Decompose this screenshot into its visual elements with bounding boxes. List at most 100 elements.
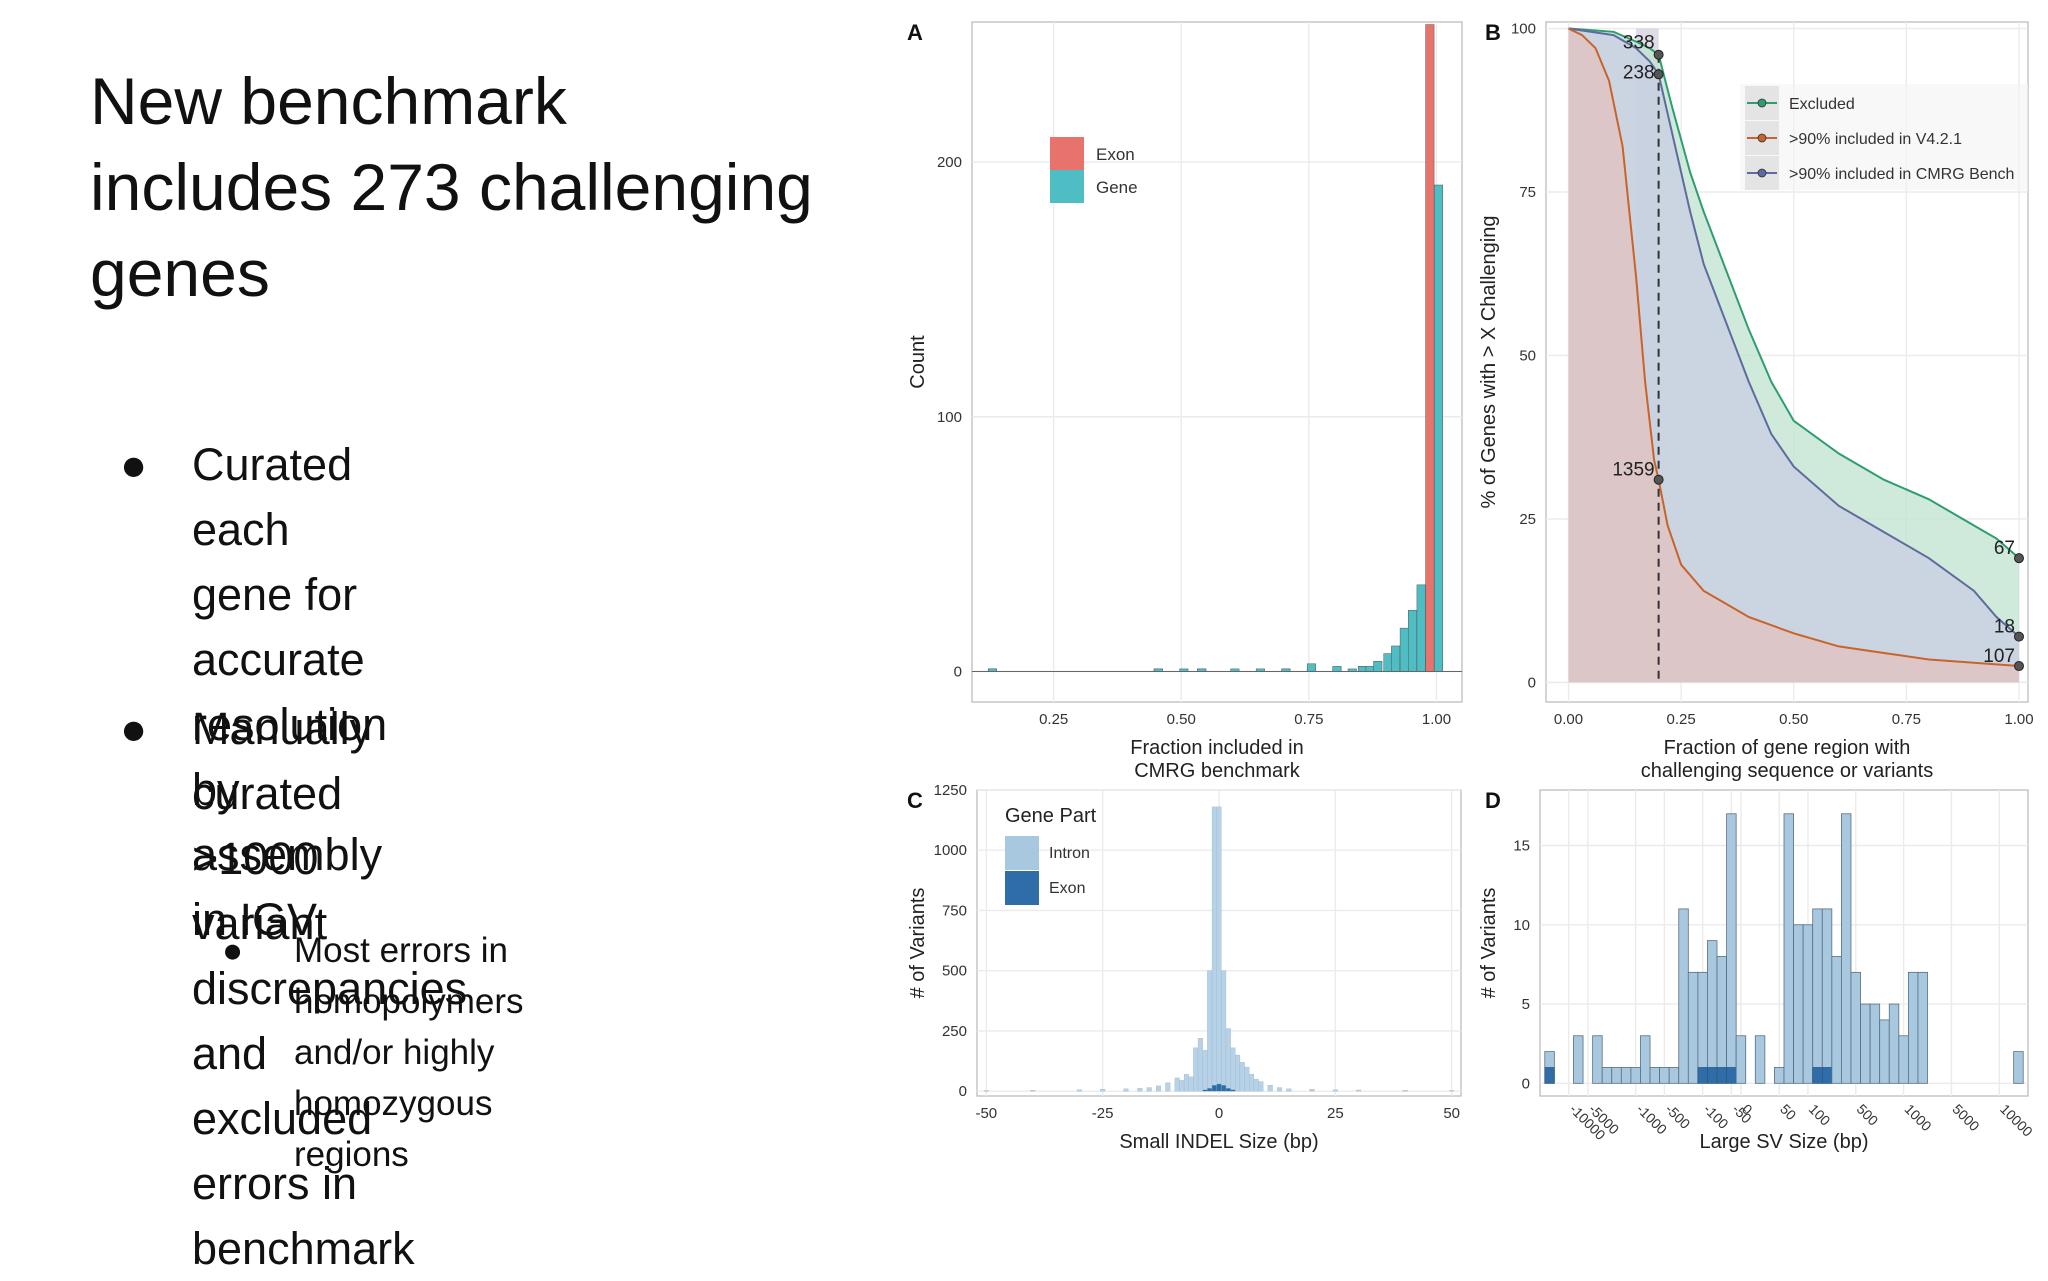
y-tick-label: 0 (1522, 1075, 1530, 1092)
bar (1802, 924, 1814, 1084)
bar (1202, 1089, 1208, 1092)
bar (1601, 1067, 1613, 1084)
x-axis-title: CMRG benchmark (1134, 760, 1301, 782)
series-area (1568, 28, 2019, 683)
bar (1659, 1067, 1670, 1084)
bar (1917, 971, 1928, 1084)
panel-letter: C (907, 788, 923, 813)
y-tick-label: 50 (1519, 347, 1536, 364)
bar (1286, 1088, 1292, 1092)
x-axis-title: Fraction included in (1130, 737, 1303, 759)
legend-swatch (1050, 170, 1084, 203)
sub-bullet-item: ● Most errors in homopolymers and/or hig… (222, 925, 524, 1180)
y-axis-title: Count (907, 335, 929, 389)
bar (1230, 1089, 1236, 1092)
bar (1573, 1035, 1584, 1084)
title-line: New benchmark (90, 64, 567, 138)
panel-b-survival: 0.00 0.25 0.50 0.75 1.00 0 25 50 75 100 338 238 1359… (1478, 21, 2034, 782)
bullet-dot: ● (222, 931, 244, 970)
bar (1907, 971, 1919, 1084)
bar (1630, 1067, 1641, 1084)
bar (1193, 1047, 1199, 1092)
annotation-point (2013, 553, 2024, 564)
panel-letter: B (1485, 20, 1501, 45)
bar (1267, 1085, 1273, 1092)
annotation-label: 338 (1623, 33, 1655, 54)
bar (1668, 1067, 1680, 1084)
bar (1888, 1003, 1900, 1084)
bar (1434, 184, 1444, 672)
bar (1306, 663, 1316, 672)
bar (1216, 1083, 1222, 1092)
bar (1076, 1089, 1082, 1092)
panel-letter: D (1485, 788, 1501, 813)
legend-key-point (1757, 168, 1767, 178)
bar (1707, 940, 1718, 1084)
x-tick-label: -50 (975, 1105, 997, 1122)
bar (1174, 1077, 1180, 1092)
y-tick-label: 0 (954, 663, 962, 680)
legend-label: Intron (1049, 845, 1090, 862)
bar (1365, 666, 1375, 672)
x-tick-label: 1.00 (1422, 711, 1451, 728)
bar (1678, 908, 1689, 1084)
bar (2013, 1051, 2024, 1084)
y-tick-label: 10 (1513, 917, 1530, 934)
bullet-item-curated: ● Curated each gene for accurate resolut… (120, 432, 387, 952)
annotation-point (1653, 49, 1664, 60)
bar (1391, 645, 1401, 672)
bar (1137, 1088, 1143, 1092)
bar (1620, 1067, 1632, 1084)
x-tick-label: 0.75 (1892, 711, 1921, 728)
bar (1716, 956, 1727, 1084)
bar (1821, 908, 1833, 1084)
x-tick-label: 25 (1327, 1105, 1344, 1122)
bar (1239, 1062, 1245, 1092)
bar (1879, 1019, 1890, 1084)
bar (1898, 1035, 1909, 1084)
x-tick-label: 0.50 (1167, 711, 1196, 728)
y-tick-label: 200 (937, 154, 962, 171)
bar (1225, 1028, 1231, 1092)
bar (1207, 970, 1213, 1092)
x-tick-label: 0.00 (1554, 711, 1583, 728)
bar (1697, 971, 1708, 1084)
bar-exon (1544, 1067, 1555, 1084)
bar (1123, 1088, 1129, 1092)
y-tick-label: 750 (942, 902, 967, 919)
bar (1277, 1087, 1282, 1092)
annotation-label: 1359 (1612, 460, 1654, 481)
legend-swatch (1005, 836, 1039, 870)
bar (1309, 1089, 1315, 1092)
bar-exon (1716, 1067, 1727, 1084)
x-tick-label: 50 (1443, 1105, 1460, 1122)
bar (1221, 1085, 1227, 1092)
bar (1735, 1035, 1747, 1084)
x-tick-label: -25 (1092, 1105, 1114, 1122)
bar (1850, 971, 1861, 1084)
annotation-point (1653, 69, 1664, 80)
bullet-line: Manually curated >1000 (192, 703, 373, 884)
bar-exon (1726, 1067, 1737, 1084)
bullet-dot: ● (120, 703, 148, 754)
bar (1100, 1089, 1106, 1092)
legend-key-point (1757, 98, 1767, 108)
bullet-line: assembly in IGV (192, 829, 383, 945)
legend-key-point (1757, 133, 1767, 143)
x-tick-label: 1000 (1901, 1101, 1934, 1134)
annotation-label: 107 (1983, 646, 2015, 667)
y-tick-label: 1250 (934, 782, 967, 799)
bar-exon (1707, 1067, 1718, 1084)
bar (1399, 627, 1409, 672)
bar (1449, 1090, 1455, 1092)
bar (1774, 1067, 1785, 1084)
bar (1357, 666, 1367, 672)
bar (1869, 1003, 1881, 1084)
y-axis-title: % of Genes with > X Challenging (1478, 216, 1500, 509)
x-tick-label: 0.75 (1294, 711, 1323, 728)
bar (1332, 1089, 1338, 1092)
annotation-point (2013, 631, 2024, 642)
bar (1235, 1054, 1241, 1092)
x-tick-label: -100 (1701, 1101, 1732, 1132)
